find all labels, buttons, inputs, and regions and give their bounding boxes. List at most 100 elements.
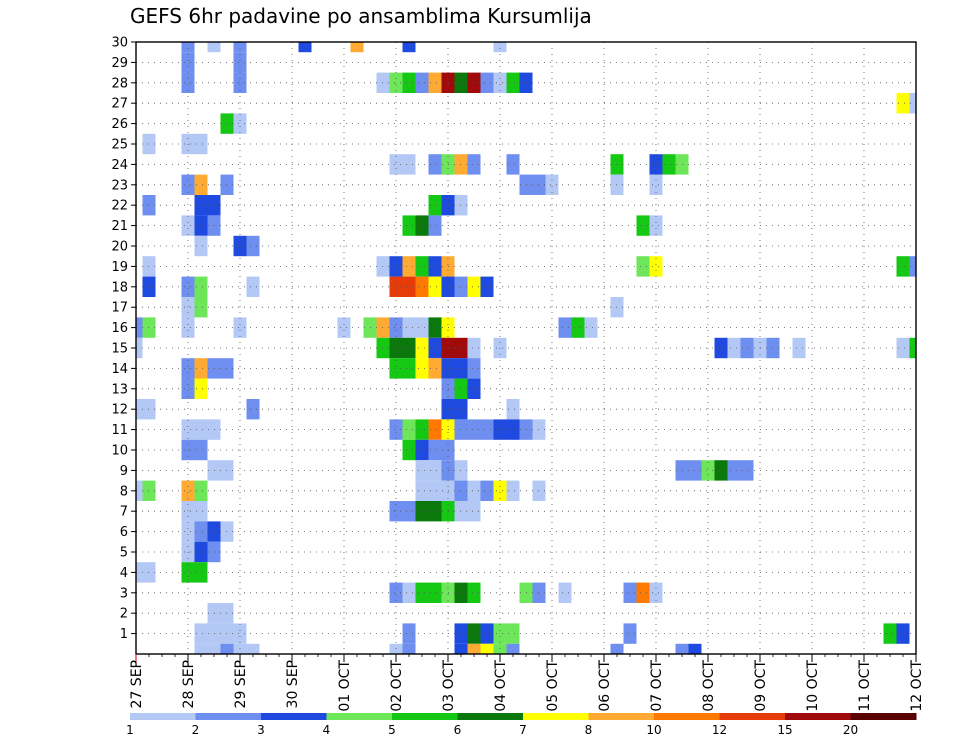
precip-cell bbox=[402, 358, 416, 379]
precip-cell bbox=[428, 419, 442, 440]
precip-cell bbox=[402, 215, 416, 236]
legend-swatch bbox=[392, 713, 458, 720]
precip-cell bbox=[636, 215, 650, 236]
precip-cell bbox=[389, 276, 403, 297]
y-tick-label: 18 bbox=[111, 280, 128, 295]
x-tick-label: 10 OCT bbox=[805, 660, 821, 712]
precip-cell bbox=[194, 133, 208, 155]
precip-cell bbox=[402, 42, 416, 53]
precip-cell bbox=[181, 42, 195, 53]
precip-cell bbox=[558, 582, 572, 603]
y-tick-label: 12 bbox=[111, 403, 128, 418]
x-tick-label: 09 OCT bbox=[753, 660, 769, 712]
precip-cell bbox=[740, 337, 754, 359]
precip-cell bbox=[649, 174, 663, 195]
precip-cell bbox=[207, 643, 221, 654]
x-tick-label: 08 OCT bbox=[701, 660, 717, 712]
precip-cell bbox=[415, 276, 429, 297]
precip-cell bbox=[701, 460, 715, 481]
precip-cell bbox=[246, 276, 260, 297]
precip-cell bbox=[402, 154, 416, 175]
precip-cell bbox=[389, 72, 403, 93]
precip-cell bbox=[415, 215, 429, 236]
y-tick-label: 27 bbox=[111, 97, 128, 112]
precip-cell bbox=[896, 256, 910, 277]
y-tick-label: 8 bbox=[120, 484, 128, 499]
precip-cell bbox=[402, 72, 416, 93]
precip-cell bbox=[493, 419, 507, 440]
y-tick-label: 30 bbox=[111, 36, 128, 51]
precip-cell bbox=[636, 582, 650, 603]
precip-cell bbox=[220, 643, 234, 654]
precip-cell bbox=[480, 276, 494, 297]
precip-cell bbox=[194, 235, 208, 257]
precip-cell bbox=[896, 337, 910, 359]
precip-cell bbox=[233, 317, 247, 338]
y-tick-label: 23 bbox=[111, 178, 128, 193]
precip-cell bbox=[415, 72, 429, 93]
precip-cell bbox=[194, 480, 208, 501]
precip-cell bbox=[467, 276, 481, 297]
precip-cell bbox=[194, 541, 208, 563]
precip-cell bbox=[506, 480, 520, 501]
y-tick-label: 1 bbox=[120, 627, 128, 642]
x-tick-label: 05 OCT bbox=[545, 660, 561, 712]
precip-cell bbox=[194, 419, 208, 440]
legend-swatch bbox=[326, 713, 393, 720]
precip-cell bbox=[428, 215, 442, 236]
precip-cell bbox=[428, 154, 442, 175]
precip-cell bbox=[909, 256, 916, 277]
precip-cell bbox=[428, 337, 442, 359]
precip-cell bbox=[428, 480, 442, 501]
y-tick-label: 7 bbox=[120, 505, 128, 520]
precip-cell bbox=[610, 643, 624, 654]
precip-cell bbox=[792, 337, 806, 359]
precip-cell bbox=[136, 562, 143, 583]
precip-cell bbox=[480, 623, 494, 644]
y-tick-label: 28 bbox=[111, 76, 128, 91]
x-tick-label: 06 OCT bbox=[597, 660, 613, 712]
precip-cell bbox=[467, 337, 481, 359]
x-tick-label: 30 SEP bbox=[285, 660, 301, 708]
precip-cell bbox=[194, 276, 208, 297]
precip-cell bbox=[181, 297, 195, 318]
precip-cell bbox=[181, 378, 195, 399]
precip-cell bbox=[402, 276, 416, 297]
precip-cell bbox=[337, 317, 351, 338]
precip-cell bbox=[402, 623, 416, 644]
precip-cell bbox=[181, 562, 195, 583]
precip-cell bbox=[194, 623, 208, 644]
precip-cell bbox=[649, 582, 663, 603]
x-tick-label: 04 OCT bbox=[493, 660, 509, 712]
precip-cell bbox=[415, 439, 429, 461]
cells-layer bbox=[136, 42, 916, 654]
precip-cell bbox=[389, 501, 403, 522]
y-tick-label: 24 bbox=[111, 158, 128, 173]
precip-cell bbox=[402, 337, 416, 359]
legend-swatch bbox=[588, 713, 655, 720]
precip-cell bbox=[181, 174, 195, 195]
precip-cell bbox=[181, 521, 195, 542]
precip-cell bbox=[480, 480, 494, 501]
y-tick-label: 4 bbox=[120, 566, 128, 581]
y-tick-label: 10 bbox=[111, 444, 128, 459]
precip-cell bbox=[467, 623, 481, 644]
precip-cell bbox=[675, 643, 689, 654]
precip-cell bbox=[506, 419, 520, 440]
precip-cell bbox=[136, 480, 143, 501]
precip-cell bbox=[714, 337, 728, 359]
precip-cell bbox=[428, 276, 442, 297]
legend-label: 3 bbox=[257, 723, 265, 737]
precip-cell bbox=[428, 501, 442, 522]
precip-cell bbox=[623, 623, 637, 644]
precip-cell bbox=[194, 643, 208, 654]
y-tick-label: 5 bbox=[120, 546, 128, 561]
precip-cell bbox=[506, 154, 520, 175]
precip-cell bbox=[233, 113, 247, 134]
y-tick-label: 19 bbox=[111, 260, 128, 275]
precip-cell bbox=[480, 419, 494, 440]
precip-cell bbox=[467, 480, 481, 501]
precip-cell bbox=[493, 42, 507, 53]
legend-label: 15 bbox=[777, 723, 792, 737]
precip-cell bbox=[246, 235, 260, 257]
